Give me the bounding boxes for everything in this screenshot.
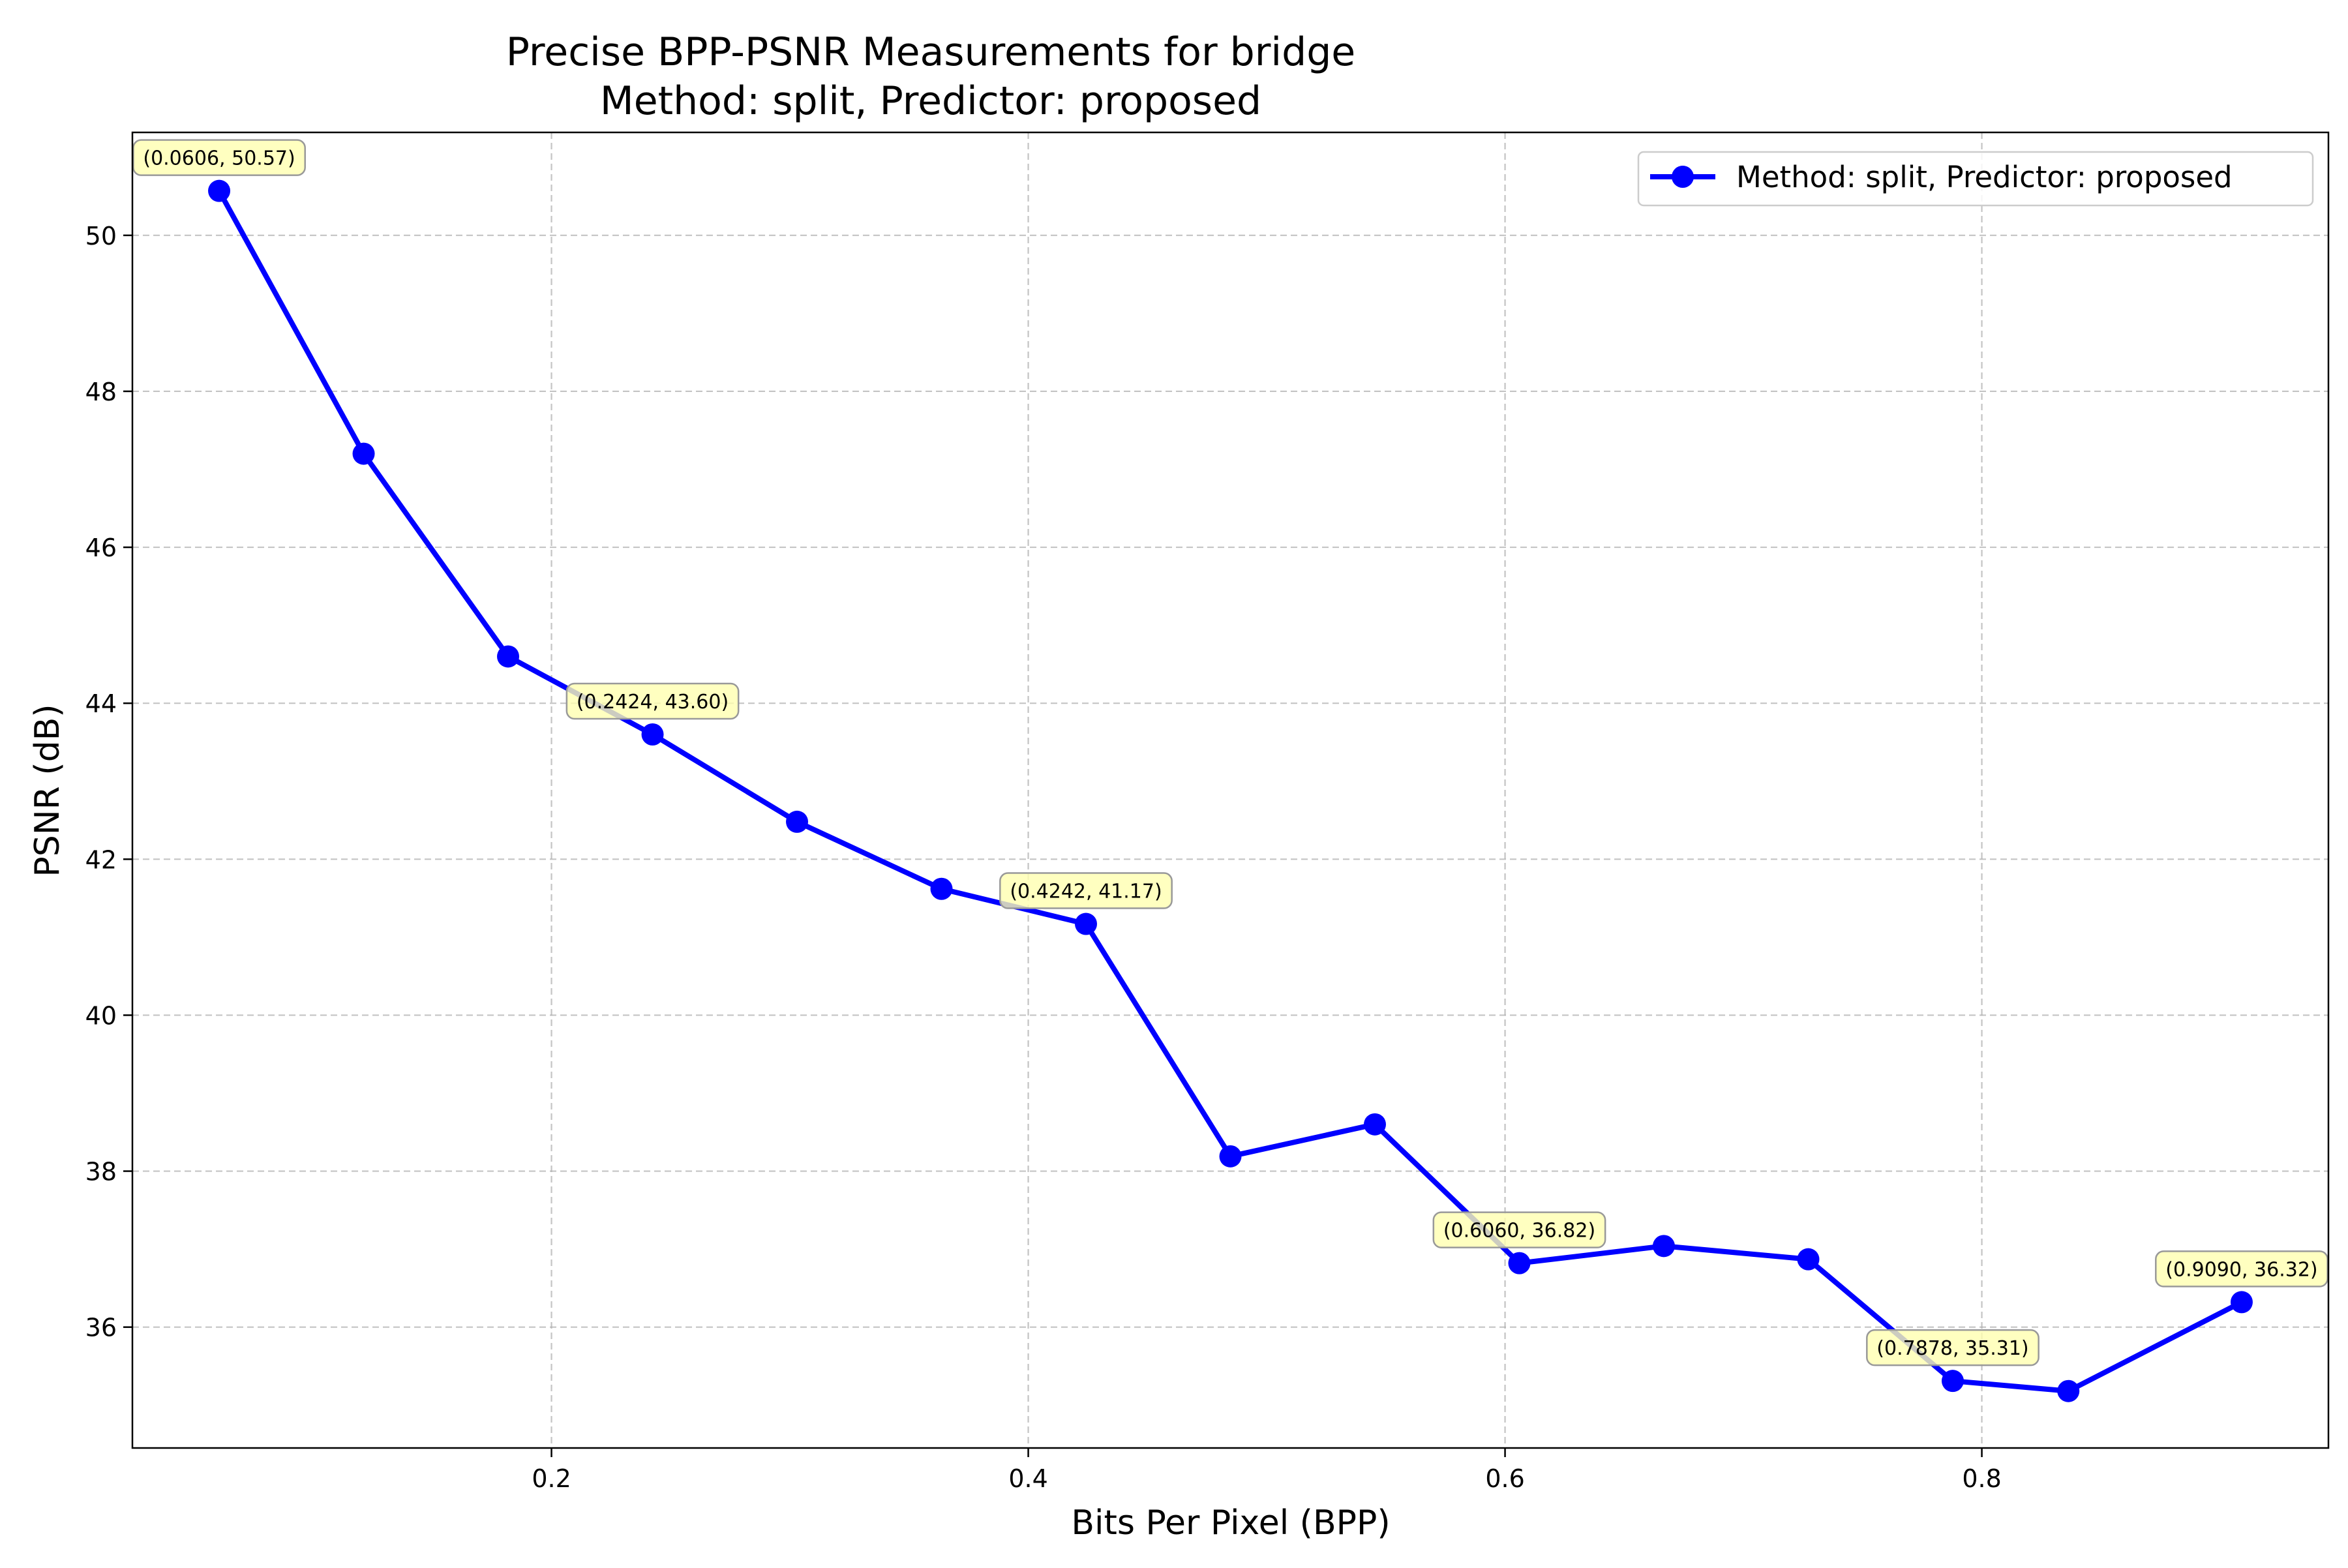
y-tick-label: 40 [85, 1001, 117, 1030]
data-annotation-box [999, 872, 1173, 909]
data-point [1797, 1248, 1820, 1271]
data-point [786, 810, 809, 833]
data-annotation-label: (0.7878, 35.31) [1876, 1337, 2028, 1360]
data-point [497, 645, 520, 668]
data-annotation: (0.4242, 41.17) [999, 872, 1173, 909]
data-annotation-label: (0.9090, 36.32) [2165, 1258, 2317, 1281]
y-tick-label: 46 [85, 534, 117, 562]
x-axis-label: Bits Per Pixel (BPP) [1071, 1503, 1390, 1543]
data-point [641, 723, 664, 746]
data-annotation-label: (0.2424, 43.60) [577, 691, 729, 714]
legend-marker-sample [1672, 166, 1694, 188]
data-annotation-box [1866, 1329, 2039, 1366]
data-point [1363, 1113, 1386, 1136]
chart-subtitle: Method: split, Predictor: proposed [600, 78, 1261, 124]
data-annotation-label: (0.4242, 41.17) [1010, 881, 1162, 903]
chart-title: Precise BPP-PSNR Measurements for bridge [506, 29, 1355, 75]
x-tick-label: 0.4 [1008, 1464, 1047, 1493]
data-point [930, 877, 953, 900]
data-annotation: (0.7878, 35.31) [1866, 1329, 2039, 1366]
x-tick-label: 0.2 [532, 1464, 571, 1493]
y-axis-label: PSNR (dB) [28, 704, 67, 877]
legend-label: Method: split, Predictor: proposed [1736, 160, 2233, 194]
legend: Method: split, Predictor: proposed [1637, 151, 2314, 207]
tick-layer: 0.2 0.4 0.6 0.8 36 38 40 42 44 46 48 50 [85, 222, 2002, 1493]
data-point [1941, 1370, 1964, 1393]
y-tick-label: 50 [85, 222, 117, 250]
data-point [2230, 1291, 2253, 1314]
x-tick-label: 0.6 [1485, 1464, 1524, 1493]
data-annotation: (0.6060, 36.82) [1432, 1211, 1606, 1248]
data-point [1652, 1235, 1675, 1258]
data-point [2057, 1380, 2080, 1402]
y-tick-label: 44 [85, 689, 117, 718]
data-annotation: (0.0606, 50.57) [132, 139, 306, 176]
data-point [1508, 1252, 1531, 1274]
data-annotation-box [1432, 1211, 1606, 1248]
y-tick-label: 38 [85, 1158, 117, 1186]
data-annotation-label: (0.6060, 36.82) [1443, 1220, 1595, 1243]
data-annotation-label: (0.0606, 50.57) [143, 147, 295, 170]
data-point [1075, 912, 1098, 935]
grid-layer [132, 132, 2328, 1448]
y-tick-label: 36 [85, 1314, 117, 1342]
data-point [208, 179, 231, 202]
y-tick-label: 48 [85, 378, 117, 406]
y-tick-label: 42 [85, 845, 117, 874]
data-annotation-box [565, 682, 740, 720]
x-tick-label: 0.8 [1962, 1464, 2001, 1493]
annotation-layer: (0.0606, 50.57) (0.2424, 43.60) (0.4242, 4… [132, 139, 2328, 1366]
data-point [352, 442, 375, 465]
data-annotation: (0.2424, 43.60) [565, 682, 740, 720]
data-annotation: (0.9090, 36.32) [2155, 1250, 2328, 1288]
legend-box [1637, 151, 2314, 207]
plot-area-frame [131, 131, 2330, 1449]
data-annotation-box [2155, 1250, 2328, 1288]
data-point [1219, 1145, 1242, 1168]
data-annotation-box [132, 139, 306, 176]
